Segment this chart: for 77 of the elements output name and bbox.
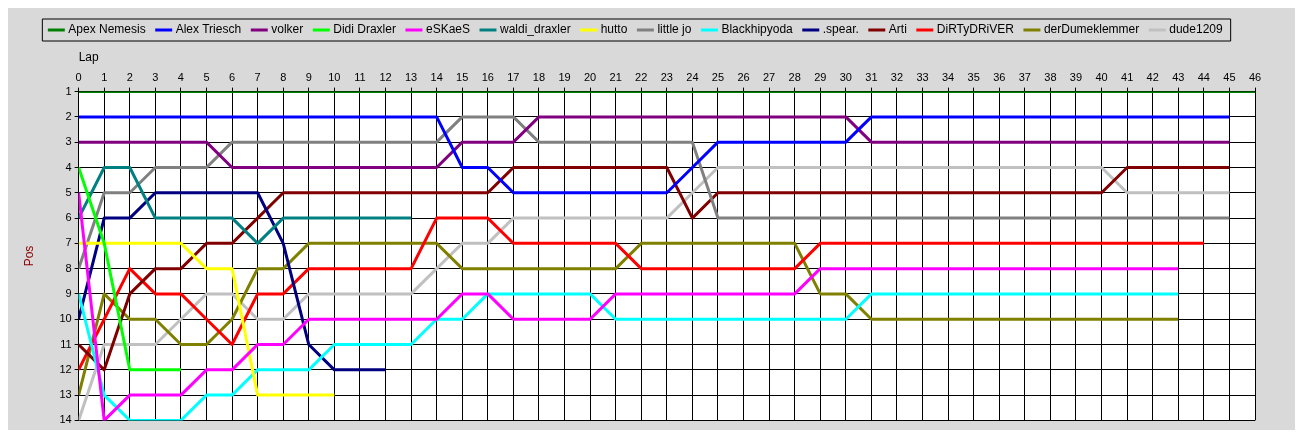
x-tick-label: 23: [660, 71, 673, 84]
y-tick-label: 1: [65, 84, 72, 97]
y-tick-label: 4: [65, 160, 72, 173]
legend-label: little jo: [657, 22, 692, 37]
legend-label: DiRTyDRiVER: [936, 22, 1015, 37]
x-tick-label: 27: [762, 71, 776, 84]
legend-label: Apex Nemesis: [68, 22, 146, 37]
x-tick-label: 42: [1146, 71, 1159, 84]
x-tick-label: 8: [280, 71, 287, 84]
x-tick-label: 26: [737, 71, 750, 84]
x-tick-label: 9: [305, 71, 312, 84]
y-axis-title: Pos: [21, 245, 36, 267]
x-tick-label: 46: [1248, 71, 1262, 84]
y-tick-label: 8: [65, 261, 72, 274]
x-tick-label: 35: [967, 71, 980, 84]
x-tick-label: 18: [532, 71, 546, 84]
x-tick-label: 21: [609, 71, 622, 84]
y-tick-label: 12: [59, 362, 72, 375]
x-tick-label: 41: [1121, 71, 1134, 84]
x-tick-label: 33: [916, 71, 929, 84]
legend-label: dude1209: [1169, 22, 1223, 37]
legend-label: Arti: [888, 22, 907, 37]
x-tick-label: 19: [558, 71, 571, 84]
x-tick-label: 3: [152, 71, 159, 84]
x-tick-label: 17: [507, 71, 520, 84]
y-tick-label: 10: [59, 312, 72, 325]
legend-label: derDumeklemmer: [1043, 22, 1140, 37]
y-tick-label: 13: [59, 388, 72, 401]
x-tick-label: 11: [354, 71, 366, 84]
x-tick-label: 7: [254, 71, 261, 84]
y-tick-label: 7: [65, 236, 72, 249]
y-tick-label: 9: [65, 286, 72, 299]
y-tick-label: 11: [60, 337, 72, 350]
x-tick-label: 31: [865, 71, 878, 84]
x-tick-label: 24: [686, 71, 699, 84]
x-tick-label: 10: [328, 71, 341, 84]
x-tick-label: 25: [711, 71, 725, 84]
y-tick-label: 5: [65, 185, 72, 198]
y-tick-label: 14: [59, 413, 72, 426]
x-tick-label: 13: [404, 71, 418, 84]
x-tick-label: 5: [203, 71, 210, 84]
x-axis-title: Lap: [78, 49, 99, 64]
x-tick-label: 32: [890, 71, 904, 84]
x-tick-label: 38: [1044, 71, 1057, 84]
x-tick-label: 44: [1197, 71, 1210, 84]
x-tick-label: 20: [583, 71, 597, 84]
x-tick-label: 15: [456, 71, 469, 84]
x-tick-label: 12: [379, 71, 392, 84]
x-tick-label: 34: [942, 71, 955, 84]
x-tick-label: 14: [430, 71, 443, 84]
y-tick-label: 6: [65, 211, 72, 224]
legend-label: volker: [271, 22, 304, 37]
legend-label: Alex Triesch: [175, 22, 242, 37]
x-tick-label: 22: [635, 71, 648, 84]
x-tick-label: 43: [1172, 71, 1185, 84]
legend-label: Blackhipyoda: [721, 22, 794, 37]
x-tick-label: 28: [788, 71, 801, 84]
x-tick-label: 45: [1223, 71, 1236, 84]
legend-label: .spear.: [822, 22, 859, 37]
x-tick-label: 4: [177, 71, 184, 84]
x-tick-label: 36: [993, 71, 1006, 84]
y-tick-label: 3: [65, 135, 72, 148]
y-tick-label: 2: [65, 109, 72, 122]
x-tick-label: 39: [1069, 71, 1083, 84]
x-tick-label: 37: [1018, 71, 1031, 84]
legend-label: hutto: [600, 22, 628, 37]
legend-label: waldi_draxler: [498, 22, 571, 37]
x-tick-label: 16: [481, 71, 494, 84]
x-tick-label: 29: [814, 71, 827, 84]
x-tick-label: 0: [75, 71, 82, 84]
x-tick-label: 1: [101, 71, 108, 84]
x-tick-label: 40: [1095, 71, 1108, 84]
legend-label: eSKaeS: [425, 22, 470, 37]
legend-label: Didi Draxler: [333, 22, 396, 37]
x-tick-label: 6: [229, 71, 236, 84]
x-tick-label: 2: [126, 71, 133, 84]
x-tick-label: 30: [839, 71, 852, 84]
